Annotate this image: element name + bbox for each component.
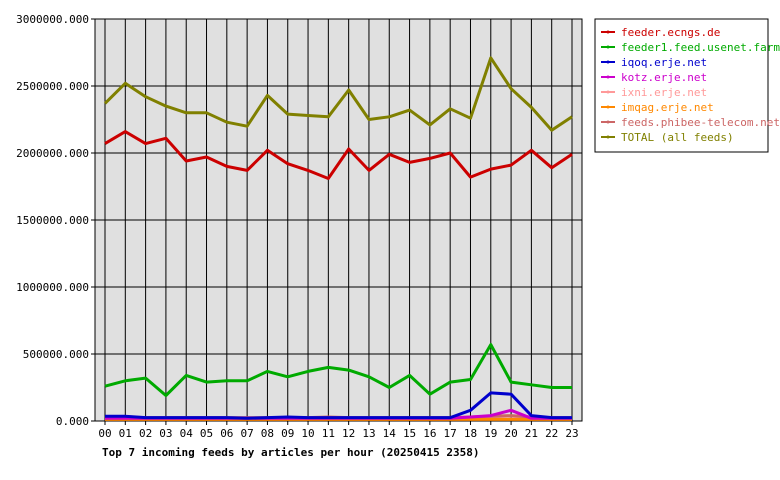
- x-tick-label: 08: [261, 427, 274, 440]
- legend-marker: [606, 75, 610, 79]
- legend-label: iqoq.erje.net: [621, 56, 707, 69]
- legend-label: ixni.erje.net: [621, 86, 707, 99]
- series-line-total-all-feeds-: [103, 56, 573, 132]
- legend-label: kotz.erje.net: [621, 71, 707, 84]
- x-tick-label: 06: [220, 427, 233, 440]
- legend-marker: [606, 135, 610, 139]
- x-tick-label: 17: [444, 427, 457, 440]
- legend-label: feeds.phibee-telecom.net: [621, 116, 780, 129]
- legend-marker: [606, 90, 610, 94]
- legend: feeder.ecngs.de feeder1.feed.usenet.farm i…: [601, 26, 780, 144]
- x-tick-label: 02: [139, 427, 152, 440]
- y-axis: 0.000 500000.000 1000000.000 1500000.000 200…: [16, 13, 95, 428]
- legend-marker: [606, 30, 610, 34]
- legend-label: imqag.erje.net: [621, 101, 714, 114]
- legend-marker: [606, 45, 610, 49]
- x-tick-label: 22: [545, 427, 558, 440]
- legend-label: feeder.ecngs.de: [621, 26, 720, 39]
- x-tick-label: 10: [301, 427, 314, 440]
- y-tick-label: 2500000.000: [16, 80, 89, 93]
- legend-box: [594, 18, 769, 153]
- x-tick-label: 15: [403, 427, 416, 440]
- y-tick-label: 1000000.000: [16, 281, 89, 294]
- x-tick-label: 23: [565, 427, 578, 440]
- x-axis: 00 01 02 03 04 05 06 07 08 09 10 11 12 13 14 15 16 17 18 19…: [98, 421, 579, 440]
- legend-marker: [606, 60, 610, 64]
- x-tick-label: 20: [504, 427, 517, 440]
- x-tick-label: 00: [98, 427, 111, 440]
- x-tick-label: 09: [281, 427, 294, 440]
- series-line-iqoq-erje-net: [105, 391, 572, 420]
- y-tick-label: 1500000.000: [16, 214, 89, 227]
- x-tick-label: 19: [484, 427, 497, 440]
- x-tick-label: 01: [119, 427, 132, 440]
- y-tick-label: 500000.000: [23, 348, 89, 361]
- chart-title: Top 7 incoming feeds by articles per hou…: [102, 446, 480, 459]
- legend-marker: [606, 120, 610, 124]
- legend-label: TOTAL (all feeds): [621, 131, 734, 144]
- legend-label: feeder1.feed.usenet.farm: [621, 41, 780, 54]
- y-tick-label: 2000000.000: [16, 147, 89, 160]
- series-line-feeder-ecngs-de: [104, 130, 573, 180]
- x-tick-label: 21: [525, 427, 538, 440]
- legend-marker: [606, 105, 610, 109]
- x-tick-label: 11: [322, 427, 335, 440]
- x-tick-label: 05: [200, 427, 213, 440]
- x-tick-label: 13: [362, 427, 375, 440]
- x-tick-label: 18: [464, 427, 477, 440]
- x-tick-label: 04: [180, 427, 194, 440]
- x-tick-label: 16: [423, 427, 436, 440]
- series-lines: [103, 56, 573, 421]
- series-line-feeder1-feed-usenet-farm: [104, 343, 572, 397]
- x-tick-label: 14: [383, 427, 397, 440]
- x-tick-label: 12: [342, 427, 355, 440]
- y-tick-label: 3000000.000: [16, 13, 89, 26]
- x-tick-label: 07: [241, 427, 254, 440]
- x-tick-label: 03: [159, 427, 172, 440]
- y-tick-label: 0.000: [56, 415, 89, 428]
